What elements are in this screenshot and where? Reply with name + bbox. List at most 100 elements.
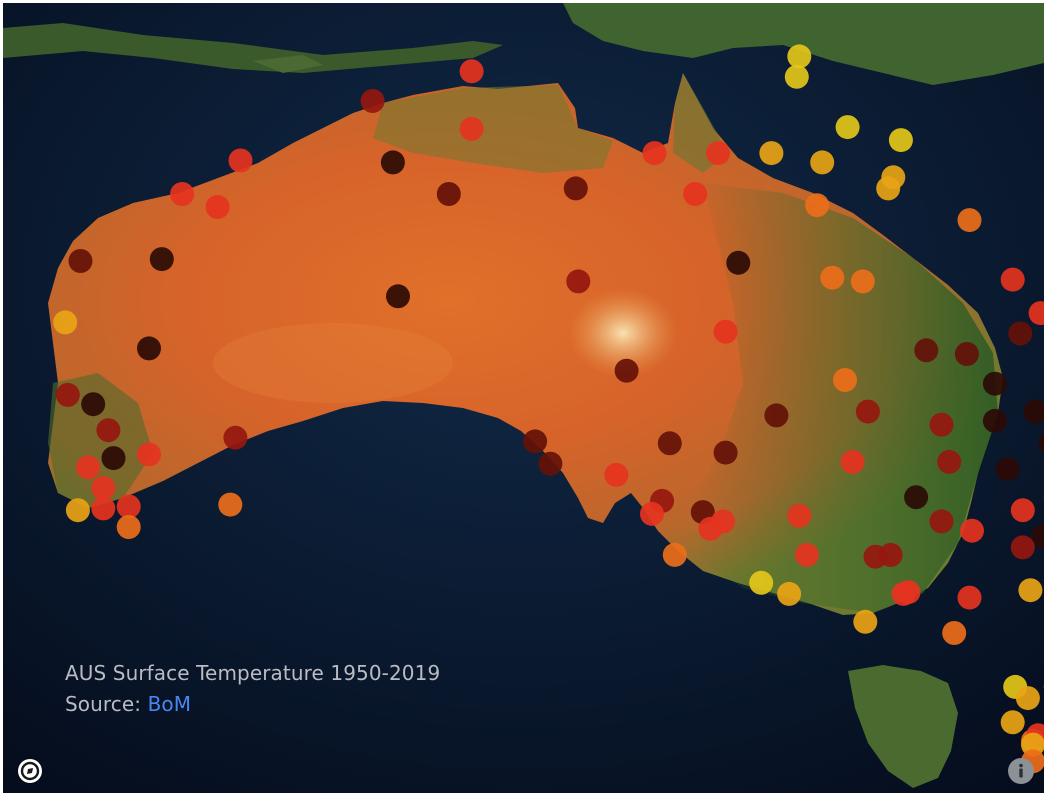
north-coast-vegetation [373,85,613,173]
station-marker[interactable] [614,358,639,383]
station-marker[interactable] [657,431,682,456]
station-marker[interactable] [223,425,248,450]
station-marker[interactable] [777,581,802,606]
station-marker[interactable] [91,496,116,521]
station-marker[interactable] [1000,710,1025,735]
station-marker[interactable] [662,542,687,567]
station-marker[interactable] [982,371,1007,396]
station-marker[interactable] [995,457,1020,482]
station-marker[interactable] [1010,535,1035,560]
station-marker[interactable] [96,418,121,443]
papua-new-guinea [563,3,1044,85]
southwest-vegetation [48,373,153,508]
station-marker[interactable] [170,182,195,206]
station-marker[interactable] [101,446,126,471]
station-marker[interactable] [850,269,875,294]
tasmania [848,665,958,788]
lake-eyre-basin [568,288,678,378]
station-marker[interactable] [840,449,865,474]
station-marker[interactable] [228,148,253,173]
station-marker[interactable] [805,193,830,218]
station-marker[interactable] [1010,498,1035,523]
temperature-stations [53,44,1045,774]
station-marker[interactable] [835,115,860,140]
satellite-basemap[interactable] [3,3,1044,793]
station-marker[interactable] [604,462,629,487]
station-marker[interactable] [55,382,80,407]
station-marker[interactable] [787,503,812,528]
station-marker[interactable] [929,509,954,534]
station-marker[interactable] [81,392,106,417]
station-marker[interactable] [538,451,563,476]
station-marker[interactable] [459,116,484,141]
station-marker[interactable] [1008,321,1033,346]
station-marker[interactable] [957,208,982,233]
station-marker[interactable] [954,342,979,366]
station-marker[interactable] [833,368,857,392]
station-marker[interactable] [982,408,1007,433]
station-marker[interactable] [380,150,405,175]
station-marker[interactable] [53,310,78,335]
station-marker[interactable] [68,249,93,273]
station-marker[interactable] [436,182,461,206]
station-marker[interactable] [853,609,878,634]
info-icon[interactable] [1008,758,1034,784]
station-marker[interactable] [929,412,954,437]
station-marker[interactable] [764,403,789,428]
station-marker[interactable] [896,580,921,605]
station-marker[interactable] [876,176,901,201]
station-marker[interactable] [937,449,962,474]
station-marker[interactable] [566,269,591,294]
station-marker[interactable] [76,455,101,480]
source-prefix: Source: [65,692,148,716]
station-marker[interactable] [218,492,243,517]
station-marker[interactable] [640,501,664,526]
station-marker[interactable] [360,89,385,113]
station-marker[interactable] [1000,267,1025,292]
station-marker[interactable] [878,542,903,567]
station-marker[interactable] [523,429,548,454]
station-marker[interactable] [711,509,736,534]
station-marker[interactable] [563,176,588,201]
station-marker[interactable] [91,475,116,500]
station-marker[interactable] [116,494,141,519]
station-marker[interactable] [1031,524,1044,549]
station-marker[interactable] [749,570,774,595]
station-marker[interactable] [713,440,738,465]
station-marker[interactable] [820,265,845,290]
station-marker[interactable] [1018,578,1043,603]
station-marker[interactable] [904,485,929,510]
station-marker[interactable] [205,195,230,219]
station-marker[interactable] [65,498,90,523]
station-marker[interactable] [1015,686,1040,711]
station-marker[interactable] [459,59,484,84]
station-marker[interactable] [116,515,141,539]
station-marker[interactable] [960,518,984,543]
source-link[interactable]: BoM [147,692,192,716]
station-marker[interactable] [137,442,161,467]
station-marker[interactable] [713,319,738,344]
station-marker[interactable] [149,247,174,272]
map-view[interactable]: AUS Surface Temperature 1950-2019 Source… [3,3,1044,793]
station-marker[interactable] [784,64,809,89]
map-attribution: AUS Surface Temperature 1950-2019 Source… [65,658,440,720]
mapbox-logo-icon[interactable] [18,759,42,783]
station-marker[interactable] [137,336,161,361]
station-marker[interactable] [683,182,708,206]
station-marker[interactable] [855,399,880,424]
station-marker[interactable] [1023,399,1045,424]
station-marker[interactable] [888,128,913,153]
station-marker[interactable] [1038,431,1044,455]
station-marker[interactable] [810,150,835,175]
station-marker[interactable] [759,141,784,166]
station-marker[interactable] [942,621,967,645]
station-marker[interactable] [957,585,982,610]
station-marker[interactable] [794,542,819,567]
station-marker[interactable] [386,284,410,309]
station-marker[interactable] [1028,301,1044,326]
station-marker[interactable] [726,250,751,275]
station-marker[interactable] [706,141,730,166]
station-marker[interactable] [642,141,667,166]
station-marker[interactable] [787,44,812,69]
station-marker[interactable] [914,338,939,363]
